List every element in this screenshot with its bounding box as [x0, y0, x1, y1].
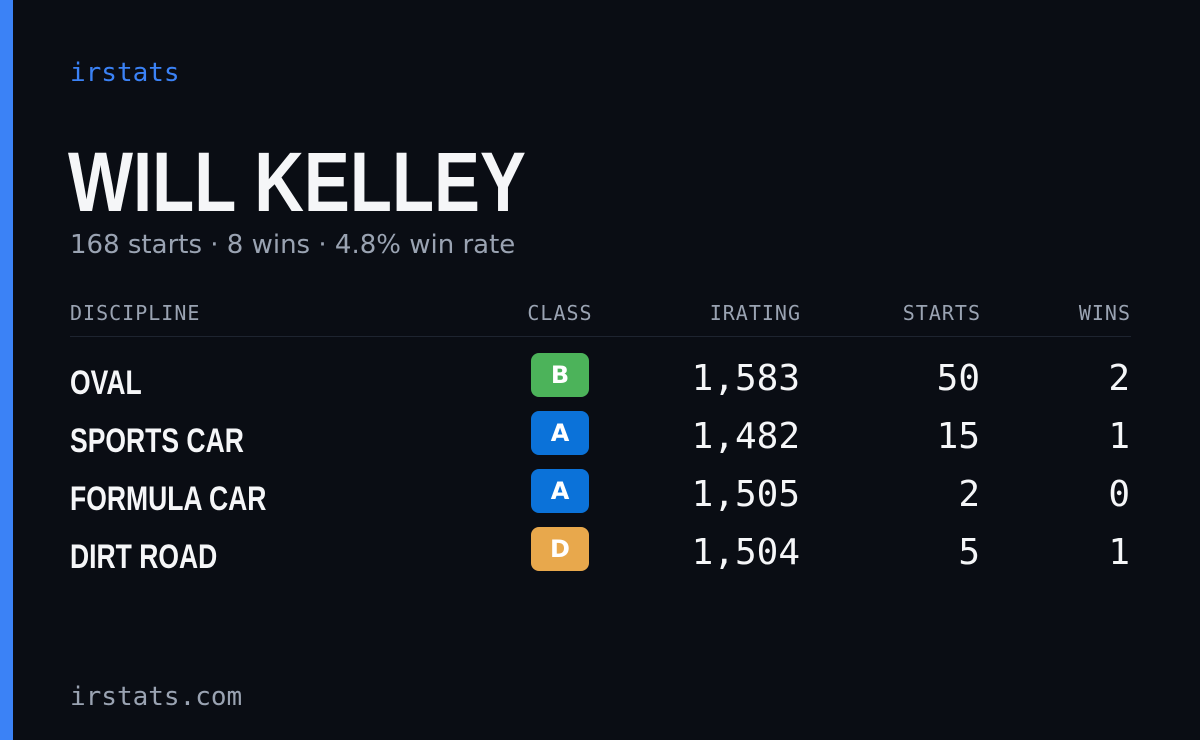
class-badge: B	[531, 353, 589, 397]
row-starts: 50	[936, 358, 980, 399]
driver-summary: 168 starts · 8 wins · 4.8% win rate	[70, 230, 516, 260]
table-header: DISCIPLINE CLASS IRATING STARTS WINS	[70, 296, 1131, 337]
header-wins: WINS	[1078, 301, 1131, 325]
class-badge: A	[531, 411, 589, 455]
accent-bar	[0, 0, 13, 740]
header-starts: STARTS	[902, 301, 981, 325]
row-discipline: SPORTS CAR	[70, 422, 244, 460]
discipline-table: DISCIPLINE CLASS IRATING STARTS WINS OVA…	[70, 296, 1131, 585]
class-badge: A	[531, 469, 589, 513]
row-starts: 2	[958, 474, 980, 515]
class-badge: D	[531, 527, 589, 571]
header-discipline: DISCIPLINE	[70, 301, 201, 325]
table-row: DIRT ROAD D 1,504 5 1	[70, 527, 1131, 585]
table-row: OVAL B 1,583 50 2	[70, 353, 1131, 411]
table-row: SPORTS CAR A 1,482 15 1	[70, 411, 1131, 469]
row-irating: 1,583	[691, 358, 800, 399]
driver-name: WILL KELLEY	[68, 135, 526, 229]
table-row: FORMULA CAR A 1,505 2 0	[70, 469, 1131, 527]
row-discipline: FORMULA CAR	[70, 480, 267, 518]
header-irating: IRATING	[709, 301, 801, 325]
brand-logo[interactable]: irstats	[70, 58, 180, 88]
row-wins: 1	[1108, 416, 1130, 457]
row-irating: 1,504	[691, 532, 800, 573]
row-wins: 2	[1108, 358, 1130, 399]
row-wins: 0	[1108, 474, 1130, 515]
row-irating: 1,482	[691, 416, 800, 457]
header-class: CLASS	[527, 301, 593, 325]
row-starts: 5	[958, 532, 980, 573]
table-body: OVAL B 1,583 50 2 SPORTS CAR A 1,482 15 …	[70, 337, 1131, 585]
footer-url[interactable]: irstats.com	[70, 682, 243, 712]
row-irating: 1,505	[691, 474, 800, 515]
row-discipline: DIRT ROAD	[70, 538, 218, 576]
row-starts: 15	[936, 416, 980, 457]
row-discipline: OVAL	[70, 364, 142, 402]
row-wins: 1	[1108, 532, 1130, 573]
